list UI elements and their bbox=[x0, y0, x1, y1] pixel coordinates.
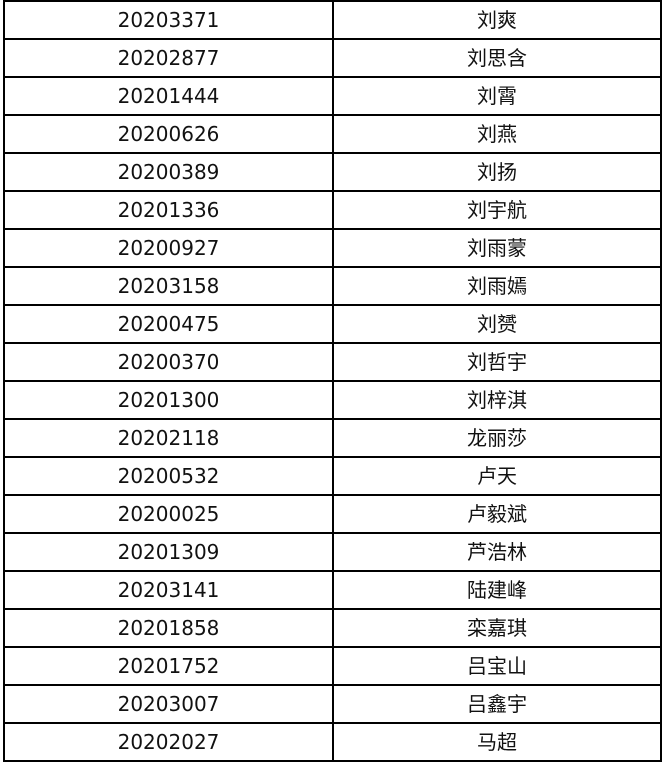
student-id-cell: 20201309 bbox=[3, 532, 334, 572]
table-row: 20201336 刘宇航 bbox=[3, 190, 662, 230]
table-row: 20200927 刘雨蒙 bbox=[3, 228, 662, 268]
student-name-cell: 栾嘉琪 bbox=[332, 608, 662, 648]
table-row: 20203141 陆建峰 bbox=[3, 570, 662, 610]
table-row: 20200370 刘哲宇 bbox=[3, 342, 662, 382]
student-id-cell: 20200389 bbox=[3, 152, 334, 192]
student-name-cell: 芦浩林 bbox=[332, 532, 662, 572]
table-row: 20203007 吕鑫宇 bbox=[3, 684, 662, 724]
student-name-cell: 刘赟 bbox=[332, 304, 662, 344]
student-name-cell: 吕宝山 bbox=[332, 646, 662, 686]
student-id-cell: 20200927 bbox=[3, 228, 334, 268]
student-id-cell: 20201336 bbox=[3, 190, 334, 230]
student-name-cell: 卢毅斌 bbox=[332, 494, 662, 534]
table-row: 20200532 卢天 bbox=[3, 456, 662, 496]
student-id-cell: 20200532 bbox=[3, 456, 334, 496]
table-row: 20203371 刘爽 bbox=[3, 0, 662, 40]
table-row: 20202118 龙丽莎 bbox=[3, 418, 662, 458]
table-row: 20201300 刘梓淇 bbox=[3, 380, 662, 420]
student-name-cell: 刘燕 bbox=[332, 114, 662, 154]
student-name-cell: 刘爽 bbox=[332, 0, 662, 40]
student-name-cell: 刘雨嫣 bbox=[332, 266, 662, 306]
table-row: 20200475 刘赟 bbox=[3, 304, 662, 344]
table-row: 20202877 刘思含 bbox=[3, 38, 662, 78]
table-row: 20200626 刘燕 bbox=[3, 114, 662, 154]
student-name-cell: 马超 bbox=[332, 722, 662, 762]
table-row: 20200389 刘扬 bbox=[3, 152, 662, 192]
student-id-cell: 20203007 bbox=[3, 684, 334, 724]
table-body: 20203371 刘爽 20202877 刘思含 20201444 刘霄 20200626 刘… bbox=[3, 0, 662, 762]
student-id-cell: 20201752 bbox=[3, 646, 334, 686]
table-row: 20201858 栾嘉琪 bbox=[3, 608, 662, 648]
student-name-cell: 陆建峰 bbox=[332, 570, 662, 610]
student-name-cell: 刘雨蒙 bbox=[332, 228, 662, 268]
student-name-cell: 卢天 bbox=[332, 456, 662, 496]
student-id-cell: 20201300 bbox=[3, 380, 334, 420]
student-name-cell: 吕鑫宇 bbox=[332, 684, 662, 724]
student-name-cell: 刘思含 bbox=[332, 38, 662, 78]
table-row: 20200025 卢毅斌 bbox=[3, 494, 662, 534]
student-name-cell: 龙丽莎 bbox=[332, 418, 662, 458]
student-id-cell: 20200370 bbox=[3, 342, 334, 382]
student-id-cell: 20200025 bbox=[3, 494, 334, 534]
student-name-cell: 刘梓淇 bbox=[332, 380, 662, 420]
table-row: 20201752 吕宝山 bbox=[3, 646, 662, 686]
student-id-cell: 20203158 bbox=[3, 266, 334, 306]
student-id-cell: 20202118 bbox=[3, 418, 334, 458]
student-name-cell: 刘扬 bbox=[332, 152, 662, 192]
student-id-cell: 20202877 bbox=[3, 38, 334, 78]
student-id-cell: 20200475 bbox=[3, 304, 334, 344]
student-id-cell: 20202027 bbox=[3, 722, 334, 762]
table-row: 20201309 芦浩林 bbox=[3, 532, 662, 572]
table-row: 20203158 刘雨嫣 bbox=[3, 266, 662, 306]
student-id-cell: 20201858 bbox=[3, 608, 334, 648]
student-id-cell: 20203371 bbox=[3, 0, 334, 40]
student-name-cell: 刘宇航 bbox=[332, 190, 662, 230]
student-id-cell: 20203141 bbox=[3, 570, 334, 610]
student-id-cell: 20200626 bbox=[3, 114, 334, 154]
table-row: 20202027 马超 bbox=[3, 722, 662, 762]
student-id-cell: 20201444 bbox=[3, 76, 334, 116]
student-name-cell: 刘霄 bbox=[332, 76, 662, 116]
student-name-cell: 刘哲宇 bbox=[332, 342, 662, 382]
student-table: 20203371 刘爽 20202877 刘思含 20201444 刘霄 20200626 刘… bbox=[3, 0, 662, 762]
table-row: 20201444 刘霄 bbox=[3, 76, 662, 116]
